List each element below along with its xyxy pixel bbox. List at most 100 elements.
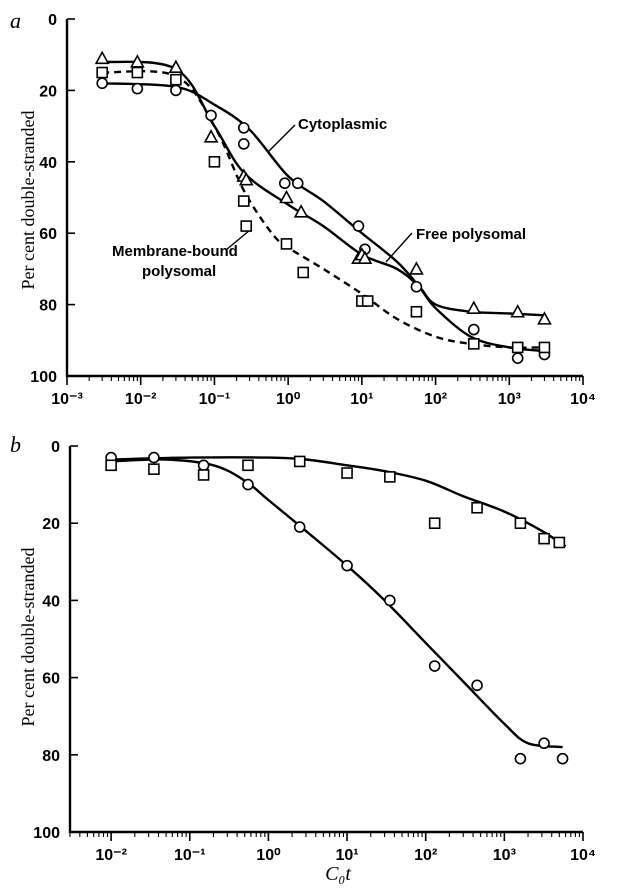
y-tick-label-a-4: 80 bbox=[39, 298, 57, 315]
point-a-square-0 bbox=[96, 66, 108, 79]
y-tick-label-b-5: 100 bbox=[33, 825, 60, 842]
point-b-circle-8 bbox=[471, 679, 483, 692]
point-a-square-2 bbox=[170, 73, 182, 86]
panel-b: b Per cent double-stranded C₀t 10⁻² 10⁻¹ 1… bbox=[10, 432, 596, 885]
x-tick-label-a-3: 10⁰ bbox=[276, 391, 301, 408]
point-a-square-4 bbox=[237, 195, 250, 207]
arrow-free-polysomal bbox=[385, 232, 413, 263]
point-a-triangle-3 bbox=[203, 129, 219, 143]
point-b-circle-3 bbox=[242, 478, 254, 491]
y-tick-label-a-5: 100 bbox=[30, 369, 57, 386]
point-b-circle-2 bbox=[197, 459, 210, 472]
point-a-circle-11 bbox=[467, 323, 480, 336]
x-tick-label-a-4: 10¹ bbox=[350, 391, 373, 408]
point-a-circle-6 bbox=[278, 177, 291, 190]
point-b-square-7 bbox=[428, 517, 441, 530]
panel-a-letter: a bbox=[10, 8, 21, 33]
point-b-square-1 bbox=[148, 463, 160, 475]
point-a-circle-10 bbox=[410, 280, 423, 293]
point-b-circle-1 bbox=[148, 451, 160, 464]
point-a-triangle-5 bbox=[238, 171, 254, 186]
panel-b-y-axis-label: Per cent double-stranded bbox=[18, 548, 38, 727]
arrow-cytoplasmic bbox=[267, 124, 296, 153]
point-a-square-11 bbox=[467, 338, 480, 350]
x-tick-label-b-3: 10¹ bbox=[335, 847, 358, 864]
x-tick-label-b-1: 10⁻¹ bbox=[174, 847, 206, 864]
y-tick-label-a-1: 20 bbox=[39, 83, 57, 100]
point-b-circle-4 bbox=[293, 521, 306, 533]
point-a-triangle-13 bbox=[510, 304, 526, 318]
point-a-triangle-14 bbox=[537, 311, 552, 325]
point-b-square-4 bbox=[293, 455, 306, 468]
y-tick-label-a-2: 40 bbox=[39, 155, 57, 172]
curve-b-circle bbox=[111, 458, 563, 749]
x-tick-label-b-2: 10⁰ bbox=[256, 847, 281, 864]
point-b-circle-10 bbox=[538, 737, 550, 750]
point-a-triangle-11 bbox=[409, 261, 424, 275]
point-b-circle-7 bbox=[428, 660, 441, 672]
point-b-square-3 bbox=[242, 459, 254, 472]
arrow-membrane-bound bbox=[225, 229, 251, 251]
annotation-membrane-bound-line2: polysomal bbox=[142, 263, 216, 280]
y-tick-label-b-2: 40 bbox=[42, 593, 60, 610]
annotation-free-polysomal: Free polysomal bbox=[416, 226, 526, 243]
point-b-circle-5 bbox=[341, 559, 353, 572]
point-a-square-10 bbox=[410, 305, 423, 318]
x-tick-label-a-5: 10² bbox=[424, 391, 447, 408]
point-a-square-1 bbox=[131, 66, 144, 79]
point-a-triangle-0 bbox=[94, 50, 110, 65]
annotation-cytoplasmic: Cytoplasmic bbox=[298, 116, 387, 133]
annotation-membrane-bound-line1: Membrane-bound bbox=[112, 243, 238, 260]
x-tick-label-b-6: 10⁴ bbox=[570, 847, 596, 864]
point-b-square-10 bbox=[538, 532, 550, 545]
point-b-square-0 bbox=[105, 459, 117, 472]
point-b-square-2 bbox=[197, 469, 210, 481]
curve-a-circle bbox=[102, 82, 545, 353]
point-a-circle-3 bbox=[205, 109, 217, 122]
point-a-circle-2 bbox=[170, 84, 182, 97]
point-a-circle-8 bbox=[352, 220, 365, 232]
point-a-square-5 bbox=[240, 220, 253, 232]
point-b-square-8 bbox=[471, 501, 483, 514]
point-a-triangle-7 bbox=[293, 204, 309, 218]
point-a-triangle-6 bbox=[279, 189, 294, 204]
panel-a: a Per cent double-stranded Cytoplasmic F… bbox=[10, 8, 596, 408]
y-tick-label-b-4: 80 bbox=[42, 748, 60, 765]
point-a-circle-7 bbox=[291, 177, 304, 190]
point-a-circle-4 bbox=[237, 122, 250, 134]
x-tick-label-a-7: 10⁴ bbox=[570, 391, 596, 408]
point-a-circle-0 bbox=[96, 77, 108, 90]
panel-b-x-axis-label: C₀t bbox=[325, 863, 351, 885]
point-a-triangle-2 bbox=[168, 59, 184, 73]
panel-a-y-axis-label: Per cent double-stranded bbox=[18, 111, 38, 290]
point-b-circle-11 bbox=[556, 752, 569, 765]
x-tick-label-a-2: 10⁻¹ bbox=[199, 391, 231, 408]
curve-b-square bbox=[111, 456, 567, 548]
point-b-square-6 bbox=[384, 471, 396, 483]
point-a-square-3 bbox=[208, 156, 221, 168]
x-tick-label-a-0: 10⁻³ bbox=[51, 391, 83, 408]
point-a-triangle-10 bbox=[357, 250, 373, 264]
y-tick-label-a-0: 0 bbox=[48, 12, 57, 29]
point-a-circle-1 bbox=[131, 82, 144, 95]
axes-frame-b bbox=[68, 446, 583, 834]
curve-a-square bbox=[102, 69, 545, 349]
y-tick-label-a-3: 60 bbox=[39, 226, 57, 243]
x-tick-label-a-6: 10³ bbox=[498, 391, 521, 408]
y-tick-label-b-0: 0 bbox=[51, 439, 60, 456]
x-tick-label-b-0: 10⁻² bbox=[95, 847, 127, 864]
point-b-square-5 bbox=[341, 467, 353, 479]
point-a-square-7 bbox=[297, 266, 309, 279]
x-tick-label-a-1: 10⁻² bbox=[125, 391, 157, 408]
panel-b-letter: b bbox=[10, 432, 21, 457]
y-tick-label-b-1: 20 bbox=[42, 516, 60, 533]
axes-frame-a bbox=[65, 19, 583, 378]
point-a-square-9 bbox=[361, 295, 374, 307]
x-tick-label-b-4: 10² bbox=[414, 847, 437, 864]
point-a-triangle-12 bbox=[466, 300, 482, 314]
point-b-square-11 bbox=[553, 536, 566, 549]
point-a-square-6 bbox=[280, 238, 293, 250]
point-a-square-13 bbox=[538, 341, 551, 354]
y-tick-label-b-3: 60 bbox=[42, 671, 60, 688]
